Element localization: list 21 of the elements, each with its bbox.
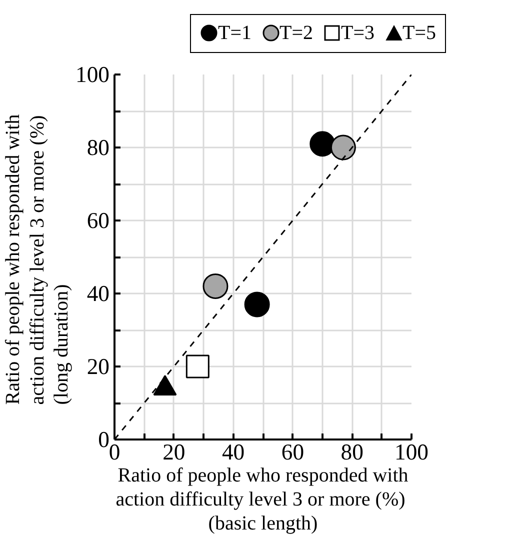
point [186,354,210,378]
y-tick-label: 60 [86,208,110,233]
legend-label: T=1 [218,22,252,44]
x-tick-label: 40 [222,440,245,464]
x-tick-label: 60 [281,440,304,464]
x-tick-label: 20 [162,440,186,464]
legend-label: T=3 [341,22,374,44]
y-tick-label: 80 [86,135,110,160]
legend-label: T=5 [402,22,436,44]
legend-label: T=2 [280,22,313,44]
y-tick-label: 40 [86,281,110,306]
y-axis-title: Ratio of people who responded with action difficulty level 3 or more (%) (long duration) [2,114,72,405]
y-tick-label: 100 [76,62,110,87]
x-axis-title: Ratio of people who responded with action difficulty level 3 or more (%) (basic length) [116,464,408,534]
x-tick-label: 100 [394,440,428,464]
point [310,131,336,157]
y-tick-label: 20 [86,354,110,379]
point [202,273,228,299]
x-tick-label: 80 [340,440,364,464]
point [330,134,356,160]
point [244,292,270,318]
